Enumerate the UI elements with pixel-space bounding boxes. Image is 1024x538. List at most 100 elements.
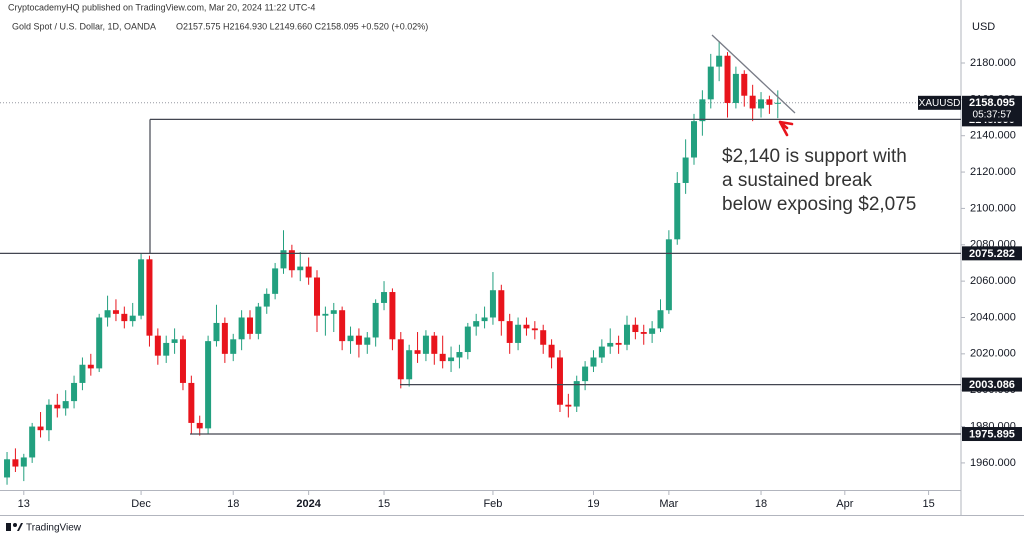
candle-body <box>707 66 714 100</box>
candle-body <box>674 182 681 240</box>
candle-body <box>489 290 496 318</box>
level-label-box <box>962 427 1022 442</box>
candle-body <box>96 317 103 369</box>
candle-body <box>422 335 429 354</box>
trendline <box>711 34 796 114</box>
candle-body <box>87 364 94 369</box>
candle-body <box>414 350 421 354</box>
x-tick-label: 18 <box>755 498 767 510</box>
candle-body <box>556 357 563 405</box>
candle-body <box>498 290 505 322</box>
candle-body <box>196 422 203 429</box>
candle-body <box>347 335 354 342</box>
level-label: 2003.086 <box>969 379 1015 391</box>
y-tick-label: 2120.000 <box>970 166 1016 178</box>
x-tick-label: 15 <box>922 498 934 510</box>
candle-body <box>749 95 756 109</box>
candle-body <box>104 310 111 318</box>
x-tick-label: Mar <box>659 498 678 510</box>
last-price-label: 2158.095 <box>969 97 1015 109</box>
symbol-line: Gold Spot / U.S. Dollar, 1D, OANDA <box>12 21 156 31</box>
annotation-line: a sustained break <box>722 170 872 191</box>
level-label-box <box>962 246 1022 261</box>
candle-body <box>389 292 396 340</box>
candle-body <box>138 259 145 316</box>
x-tick-label: 19 <box>587 498 599 510</box>
y-tick-label: 2100.000 <box>970 202 1016 214</box>
candle-body <box>623 324 630 345</box>
y-tick-label: 1960.000 <box>970 457 1016 469</box>
candle-body <box>246 317 253 334</box>
candle-body <box>657 310 664 329</box>
candle-body <box>406 350 413 380</box>
candle-body <box>205 341 212 429</box>
candle-body <box>573 381 580 407</box>
brand: TradingView <box>26 523 82 534</box>
y-tick-label: 2060.000 <box>970 275 1016 287</box>
candle-body <box>154 335 161 356</box>
annotation-line: $2,140 is support with <box>722 146 907 167</box>
symbol-label: XAUUSD <box>919 98 961 109</box>
candle-body <box>146 259 153 336</box>
level-label: 2075.282 <box>969 248 1015 260</box>
candle-body <box>431 335 438 354</box>
candle-body <box>632 324 639 333</box>
y-tick-label: 2140.000 <box>970 130 1016 142</box>
x-tick-label: Dec <box>131 498 151 510</box>
symbol-box <box>918 95 961 110</box>
candle-body <box>598 346 605 358</box>
y-tick-label: 2020.000 <box>970 348 1016 360</box>
candle-body <box>305 266 312 278</box>
candle-body <box>238 317 245 340</box>
candle-body <box>582 366 589 382</box>
candle-body <box>171 339 178 343</box>
candle-body <box>699 99 706 122</box>
candle-body <box>615 342 622 345</box>
candle-body <box>397 339 404 380</box>
candle-body <box>280 250 287 269</box>
candle-body <box>766 99 773 105</box>
candle-body <box>179 339 186 383</box>
red-arrow <box>778 120 794 137</box>
candle-body <box>12 459 19 467</box>
candle-body <box>439 353 446 362</box>
candle-body <box>548 344 555 358</box>
candle-body <box>758 99 765 109</box>
candle-body <box>54 404 61 409</box>
level-label-box <box>962 377 1022 392</box>
candle-body <box>716 55 723 67</box>
x-tick-label: Feb <box>483 498 502 510</box>
publisher: CryptocademyHQ published on TradingView.… <box>8 2 315 12</box>
annotation-line: below exposing $2,075 <box>722 194 916 215</box>
candle-body <box>45 404 52 431</box>
candle-body <box>732 73 739 103</box>
candle-body <box>322 313 329 316</box>
last-price-box <box>962 95 1022 122</box>
candle-body <box>691 121 698 158</box>
candle-body <box>540 330 547 345</box>
x-tick-label: Apr <box>836 498 853 510</box>
x-tick-label: 2024 <box>296 498 321 510</box>
candle-body <box>682 157 689 183</box>
candle-body <box>741 73 748 96</box>
candle-body <box>774 102 781 104</box>
candle-body <box>448 357 455 362</box>
candle-body <box>464 326 471 353</box>
candle-body <box>330 310 337 314</box>
candle-body <box>665 239 672 311</box>
candle-body <box>121 313 128 322</box>
y-tick-label: 2180.000 <box>970 57 1016 69</box>
candle-body <box>565 404 572 407</box>
currency: USD <box>972 21 995 33</box>
plot-area <box>0 41 918 485</box>
candle-body <box>515 324 522 343</box>
candle-body <box>724 55 731 103</box>
candle-body <box>129 315 136 322</box>
candle-body <box>20 457 27 467</box>
candle-body <box>230 339 237 354</box>
candle-body <box>649 328 656 334</box>
candle-body <box>355 335 362 345</box>
x-tick-label: 13 <box>18 498 30 510</box>
candle-body <box>297 266 304 271</box>
